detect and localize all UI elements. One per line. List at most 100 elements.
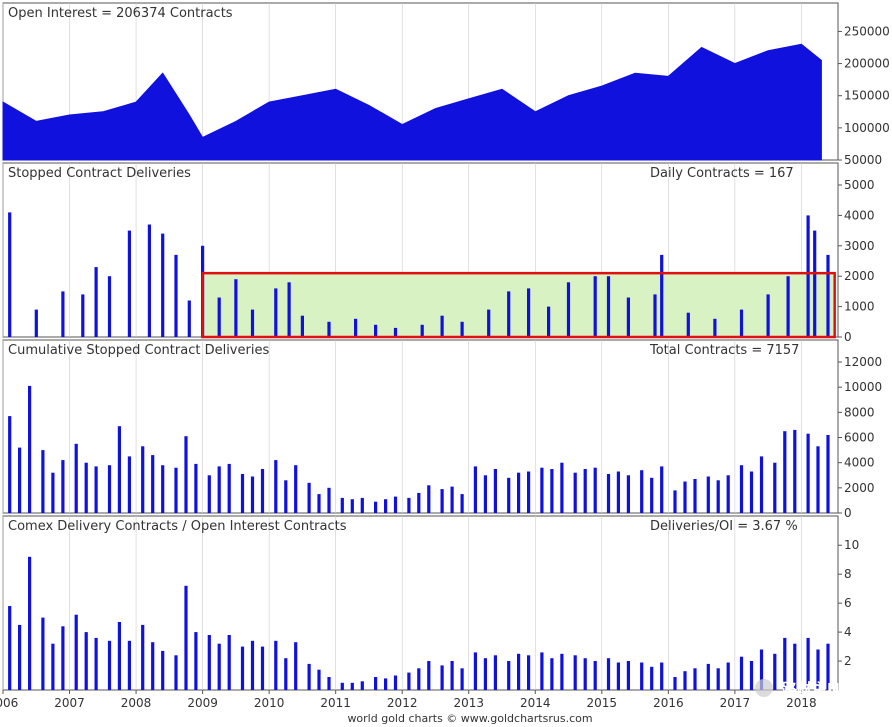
data-bar <box>117 622 121 690</box>
data-bar <box>327 321 331 337</box>
data-bar <box>28 556 32 690</box>
data-bar <box>18 447 22 513</box>
data-bar <box>127 640 131 690</box>
data-bar <box>493 469 497 513</box>
data-bar <box>217 643 221 690</box>
data-bar <box>127 456 131 513</box>
data-bar <box>354 318 358 337</box>
data-bar <box>786 276 790 337</box>
data-bar <box>593 276 597 337</box>
data-bar <box>813 230 817 337</box>
y-tick-label: 150000 <box>844 89 890 103</box>
data-bar <box>650 666 654 690</box>
data-bar <box>374 324 378 337</box>
data-bar <box>393 327 398 337</box>
highlight-box <box>201 271 836 339</box>
data-bar <box>393 675 398 690</box>
data-bar <box>417 668 421 690</box>
x-tick-label: 2010 <box>254 696 285 710</box>
y-tick-label: 3000 <box>844 239 875 253</box>
panel-title: Comex Delivery Contracts / Open Interest… <box>8 519 347 534</box>
data-bar <box>566 282 571 337</box>
data-bar <box>606 474 611 513</box>
data-bar <box>227 463 231 513</box>
data-bar <box>227 635 231 690</box>
data-bar <box>184 436 188 513</box>
data-bar <box>340 682 344 690</box>
y-tick-label: 250000 <box>844 24 890 38</box>
y-tick-label: 100000 <box>844 121 890 135</box>
y-tick-label: 8000 <box>844 405 875 419</box>
data-bar <box>759 456 764 513</box>
panel-right-label: Daily Contracts = 167 <box>650 166 794 181</box>
data-bar <box>284 658 288 690</box>
data-bar <box>493 655 497 690</box>
data-bar <box>417 492 421 513</box>
y-tick-label: 6000 <box>844 431 875 445</box>
y-tick-label: 10000 <box>844 380 882 394</box>
data-bar <box>151 642 155 690</box>
data-bar <box>161 233 165 337</box>
data-bar <box>207 635 211 690</box>
data-bar <box>793 429 797 513</box>
data-bar <box>440 489 444 513</box>
panel-title: Cumulative Stopped Contract Deliveries <box>8 343 269 358</box>
data-bar <box>693 668 697 690</box>
data-bar <box>749 661 754 690</box>
data-bar <box>274 460 278 513</box>
data-bar <box>8 606 12 690</box>
data-bar <box>217 297 221 337</box>
data-bar <box>174 467 178 513</box>
y-tick-label: 5000 <box>844 178 875 192</box>
data-bar <box>420 324 424 337</box>
data-bar <box>640 470 644 513</box>
x-tick-label: 2009 <box>187 696 218 710</box>
data-bar <box>250 309 255 337</box>
x-tick-label: 2013 <box>453 696 484 710</box>
data-bar <box>626 661 630 690</box>
data-bar <box>826 435 830 513</box>
data-bar <box>184 585 188 690</box>
data-bar <box>350 499 354 513</box>
data-bar <box>826 254 830 337</box>
data-bar <box>560 653 564 690</box>
data-bar <box>673 490 677 513</box>
data-bar <box>207 475 211 514</box>
data-bar <box>527 655 531 690</box>
panel-title: Stopped Contract Deliveries <box>8 166 191 181</box>
open-interest-area <box>2 43 822 161</box>
data-bar <box>250 476 255 513</box>
data-bar <box>507 661 511 690</box>
y-tick-label: 12000 <box>844 355 882 369</box>
data-bar <box>61 291 65 337</box>
data-bar <box>606 658 611 690</box>
data-bar <box>307 482 311 513</box>
data-bar <box>560 462 564 513</box>
data-bar <box>660 662 664 690</box>
data-bar <box>74 443 78 513</box>
data-bar <box>826 643 830 690</box>
data-bar <box>8 416 12 513</box>
data-bar <box>107 640 112 690</box>
y-tick-label: 2000 <box>844 481 875 495</box>
y-tick-label: 6 <box>844 596 852 610</box>
data-bar <box>540 467 544 513</box>
data-bar <box>8 212 12 337</box>
data-bar <box>327 677 331 690</box>
y-tick-label: 200000 <box>844 57 890 71</box>
data-bar <box>806 215 810 337</box>
data-bar <box>147 224 151 337</box>
y-tick-label: 10 <box>844 538 859 552</box>
data-bar <box>783 637 787 690</box>
data-bar <box>573 655 577 690</box>
data-bar <box>274 640 278 690</box>
data-bar <box>384 678 388 690</box>
data-bar <box>250 640 255 690</box>
data-bar <box>660 254 664 337</box>
data-bar <box>650 477 654 513</box>
data-bar <box>427 661 431 690</box>
data-bar <box>94 267 98 337</box>
y-tick-label: 1000 <box>844 300 875 314</box>
data-bar <box>360 681 364 690</box>
data-bar <box>374 501 378 513</box>
